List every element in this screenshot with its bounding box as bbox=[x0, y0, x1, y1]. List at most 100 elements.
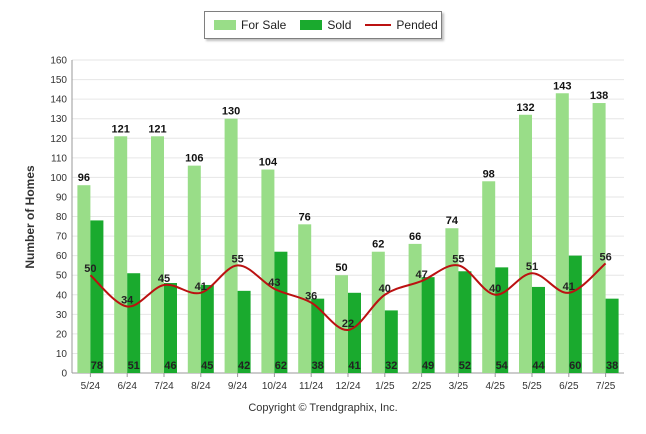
bar-for-sale bbox=[445, 228, 459, 373]
y-tick-label: 0 bbox=[61, 369, 67, 380]
bar-sold bbox=[90, 220, 104, 373]
data-label-for-sale: 76 bbox=[299, 211, 311, 223]
y-tick-label: 150 bbox=[50, 75, 67, 86]
data-label-sold: 51 bbox=[128, 360, 140, 372]
bar-sold bbox=[164, 283, 177, 373]
y-tick-label: 140 bbox=[50, 95, 67, 106]
data-label-sold: 38 bbox=[312, 360, 324, 372]
x-tick-label: 6/24 bbox=[117, 381, 137, 392]
data-label-for-sale: 130 bbox=[222, 106, 240, 118]
y-tick-label: 160 bbox=[50, 56, 67, 67]
data-label-for-sale: 74 bbox=[446, 215, 459, 227]
legend-label-pended: Pended bbox=[396, 18, 438, 32]
data-label-sold: 60 bbox=[569, 360, 581, 372]
data-label-sold: 52 bbox=[459, 360, 471, 372]
bar-sold bbox=[348, 292, 361, 373]
x-tick-label: 7/25 bbox=[596, 381, 616, 392]
bar-sold bbox=[458, 271, 472, 373]
x-tick-label: 12/24 bbox=[335, 381, 360, 392]
bar-for-sale bbox=[261, 169, 275, 373]
bar-sold bbox=[605, 298, 619, 373]
legend-label-for-sale: For Sale bbox=[241, 18, 287, 32]
bar-for-sale bbox=[371, 251, 385, 373]
x-tick-label: 6/25 bbox=[559, 381, 579, 392]
data-label-pended: 50 bbox=[84, 263, 96, 275]
y-tick-label: 30 bbox=[56, 310, 68, 321]
data-label-sold: 42 bbox=[238, 360, 250, 372]
y-axis-label: Number of Homes bbox=[23, 165, 37, 269]
y-tick-label: 100 bbox=[50, 173, 67, 184]
bar-for-sale bbox=[187, 165, 201, 373]
data-label-pended: 55 bbox=[231, 253, 243, 265]
data-label-for-sale: 121 bbox=[148, 123, 166, 135]
data-label-for-sale: 106 bbox=[185, 153, 203, 165]
data-label-sold: 49 bbox=[422, 360, 434, 372]
data-label-for-sale: 96 bbox=[78, 172, 90, 184]
x-tick-label: 11/24 bbox=[299, 381, 324, 392]
x-tick-label: 4/25 bbox=[485, 381, 505, 392]
data-label-pended: 41 bbox=[563, 281, 575, 293]
bar-for-sale bbox=[335, 275, 348, 373]
y-tick-label: 80 bbox=[56, 212, 68, 223]
bar-sold bbox=[421, 277, 435, 373]
x-tick-label: 1/25 bbox=[375, 381, 395, 392]
bar-for-sale bbox=[592, 103, 606, 373]
data-label-pended: 43 bbox=[268, 277, 280, 289]
y-tick-label: 40 bbox=[56, 290, 68, 301]
data-label-sold: 62 bbox=[275, 360, 287, 372]
data-label-for-sale: 121 bbox=[112, 123, 130, 135]
data-label-sold: 54 bbox=[496, 360, 509, 372]
data-label-pended: 56 bbox=[599, 251, 611, 263]
data-label-pended: 55 bbox=[452, 253, 464, 265]
data-label-pended: 41 bbox=[195, 281, 207, 293]
bar-for-sale bbox=[408, 243, 422, 373]
data-label-pended: 40 bbox=[379, 283, 391, 295]
y-tick-label: 90 bbox=[56, 192, 68, 203]
legend-swatch-sold bbox=[300, 20, 323, 30]
x-tick-label: 8/24 bbox=[191, 381, 211, 392]
bar-sold bbox=[237, 290, 251, 373]
bar-for-sale bbox=[555, 93, 569, 373]
legend-item-for-sale: For Sale bbox=[214, 18, 286, 32]
data-label-pended: 45 bbox=[158, 273, 170, 285]
y-tick-label: 70 bbox=[56, 232, 68, 243]
bar-sold bbox=[384, 310, 398, 373]
bar-for-sale bbox=[519, 114, 532, 374]
data-label-for-sale: 138 bbox=[590, 90, 608, 102]
data-label-pended: 36 bbox=[305, 291, 317, 303]
x-tick-label: 5/25 bbox=[522, 381, 542, 392]
legend: For Sale Sold Pended bbox=[204, 11, 442, 39]
data-label-sold: 41 bbox=[348, 360, 360, 372]
data-label-sold: 45 bbox=[201, 360, 213, 372]
data-label-sold: 38 bbox=[606, 360, 618, 372]
bar-sold bbox=[274, 251, 288, 373]
y-tick-label: 20 bbox=[56, 329, 68, 340]
x-tick-label: 5/24 bbox=[81, 381, 101, 392]
y-tick-label: 60 bbox=[56, 251, 68, 262]
data-label-pended: 47 bbox=[415, 269, 427, 281]
bar-sold bbox=[311, 298, 325, 373]
data-label-pended: 34 bbox=[121, 294, 134, 306]
y-tick-label: 130 bbox=[50, 114, 67, 125]
data-label-for-sale: 62 bbox=[372, 239, 384, 251]
bar-sold bbox=[532, 286, 545, 373]
bar-sold bbox=[127, 273, 141, 373]
legend-swatch-pended bbox=[365, 24, 392, 26]
data-label-for-sale: 50 bbox=[335, 262, 347, 274]
legend-item-sold: Sold bbox=[300, 18, 351, 32]
data-label-for-sale: 66 bbox=[409, 231, 421, 243]
y-tick-label: 120 bbox=[50, 134, 67, 145]
y-tick-label: 110 bbox=[51, 153, 67, 164]
copyright-text: Copyright © Trendgraphix, Inc. bbox=[248, 402, 398, 414]
data-label-pended: 22 bbox=[342, 318, 354, 330]
y-tick-label: 50 bbox=[56, 271, 68, 282]
bar-for-sale bbox=[77, 185, 91, 373]
data-label-pended: 51 bbox=[526, 261, 538, 273]
bar-for-sale bbox=[482, 181, 496, 373]
data-label-for-sale: 104 bbox=[259, 157, 278, 169]
bar-for-sale bbox=[114, 136, 128, 373]
x-tick-label: 10/24 bbox=[262, 381, 287, 392]
data-label-pended: 40 bbox=[489, 283, 501, 295]
data-label-sold: 44 bbox=[532, 360, 545, 372]
